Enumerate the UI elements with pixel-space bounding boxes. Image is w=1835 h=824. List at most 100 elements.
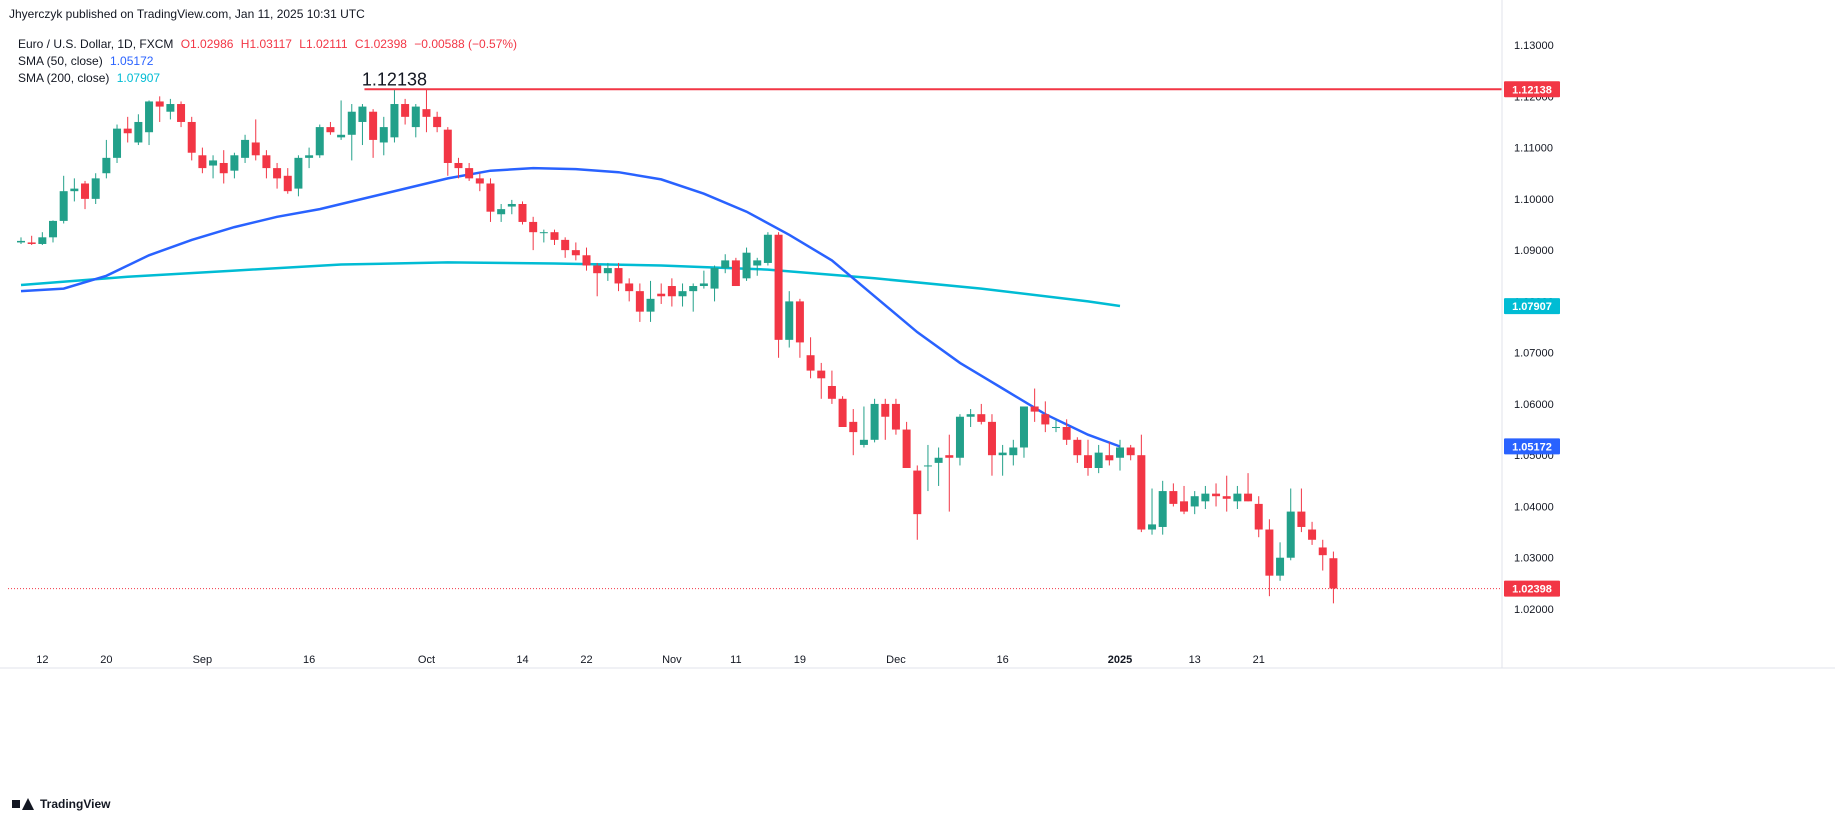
candle[interactable] <box>1094 444 1103 474</box>
candle[interactable] <box>1105 442 1114 466</box>
candle[interactable] <box>923 444 932 492</box>
candle[interactable] <box>70 178 79 202</box>
candle[interactable] <box>881 398 890 440</box>
candle[interactable] <box>667 278 676 307</box>
candle[interactable] <box>539 229 548 243</box>
candle[interactable] <box>326 121 335 135</box>
candle[interactable] <box>379 116 388 156</box>
candle[interactable] <box>1308 521 1317 545</box>
candle[interactable] <box>273 162 282 189</box>
candle[interactable] <box>955 414 964 466</box>
candle[interactable] <box>945 434 954 512</box>
candle[interactable] <box>582 247 591 271</box>
candle[interactable] <box>17 237 25 244</box>
candle[interactable] <box>209 155 218 179</box>
candle[interactable] <box>294 155 303 197</box>
candle[interactable] <box>315 124 324 158</box>
time-axis[interactable]: 12 20 Sep 16 Oct 14 22 Nov 11 19 Dec 16 2025 13 21 <box>0 654 1835 669</box>
candle[interactable] <box>806 337 815 379</box>
candle[interactable] <box>241 134 250 163</box>
candle[interactable] <box>1329 551 1338 604</box>
price-axis[interactable]: 1.130001.120001.110001.100001.090001.080… <box>1501 0 1554 668</box>
candle[interactable] <box>91 173 100 204</box>
candle[interactable] <box>625 278 634 302</box>
candle[interactable] <box>838 396 847 427</box>
candle[interactable] <box>102 139 111 179</box>
candle[interactable] <box>401 98 410 125</box>
sma200-line[interactable] <box>20 261 1121 308</box>
candle[interactable] <box>678 283 687 307</box>
legend-symbol[interactable]: Euro / U.S. Dollar, 1D, FXCM <box>18 37 174 51</box>
candle[interactable] <box>1009 439 1018 466</box>
candle[interactable] <box>347 104 356 161</box>
candle[interactable] <box>443 127 452 176</box>
candle[interactable] <box>763 232 772 266</box>
candle[interactable] <box>38 232 47 246</box>
candle[interactable] <box>1148 488 1157 535</box>
candle[interactable] <box>123 116 132 143</box>
candle[interactable] <box>529 216 538 251</box>
candle[interactable] <box>1158 480 1167 535</box>
candle[interactable] <box>187 116 196 161</box>
candle[interactable] <box>721 254 730 274</box>
candle[interactable] <box>742 247 751 281</box>
candle[interactable] <box>507 199 516 215</box>
candle[interactable] <box>262 150 271 179</box>
candle[interactable] <box>1222 475 1231 512</box>
candle[interactable] <box>1137 434 1146 533</box>
legend-sma200-row[interactable]: SMA (200, close) 1.07907 <box>18 70 521 87</box>
candle[interactable] <box>390 89 399 143</box>
candle[interactable] <box>27 235 36 246</box>
candle[interactable] <box>891 398 900 435</box>
candle[interactable] <box>795 298 804 358</box>
legend-sma50-row[interactable]: SMA (50, close) 1.05172 <box>18 53 521 70</box>
candle[interactable] <box>1180 485 1189 515</box>
candle[interactable] <box>817 362 826 399</box>
candle[interactable] <box>603 262 612 281</box>
candle[interactable] <box>1233 485 1242 510</box>
candle[interactable] <box>710 265 719 302</box>
sma50-line[interactable] <box>20 166 1121 448</box>
candle[interactable] <box>1276 542 1285 581</box>
candle[interactable] <box>155 96 164 122</box>
candle[interactable] <box>198 147 207 174</box>
candle[interactable] <box>731 257 740 287</box>
candle[interactable] <box>422 89 431 133</box>
candle[interactable] <box>827 370 836 404</box>
candle[interactable] <box>134 114 143 146</box>
candle[interactable] <box>81 180 90 210</box>
candle[interactable] <box>59 175 68 224</box>
candle[interactable] <box>977 403 986 425</box>
candle[interactable] <box>305 147 314 169</box>
candle[interactable] <box>1297 488 1306 533</box>
candle[interactable] <box>774 232 783 358</box>
candle[interactable] <box>1265 519 1274 597</box>
candle[interactable] <box>337 100 346 140</box>
candle[interactable] <box>219 150 228 184</box>
candle[interactable] <box>486 178 495 222</box>
candle[interactable] <box>1318 539 1327 571</box>
candle[interactable] <box>689 283 698 312</box>
candle[interactable] <box>1073 437 1082 463</box>
candle[interactable] <box>475 173 484 192</box>
candle[interactable] <box>1019 406 1028 458</box>
candle[interactable] <box>1041 401 1050 433</box>
candle[interactable] <box>1286 488 1295 561</box>
candle[interactable] <box>913 465 922 540</box>
candle[interactable] <box>433 111 442 133</box>
candle[interactable] <box>358 104 367 146</box>
candle[interactable] <box>614 262 623 292</box>
candle[interactable] <box>785 291 794 348</box>
candle[interactable] <box>1169 483 1178 507</box>
candle[interactable] <box>1062 419 1071 445</box>
candle[interactable] <box>699 270 708 289</box>
candle[interactable] <box>177 101 186 128</box>
candle[interactable] <box>561 237 570 258</box>
candle[interactable] <box>49 220 58 243</box>
candle[interactable] <box>1126 444 1135 461</box>
candle[interactable] <box>753 257 762 276</box>
candle[interactable] <box>230 152 239 179</box>
tradingview-footer[interactable]: TradingView <box>12 797 110 811</box>
candle[interactable] <box>251 119 260 161</box>
